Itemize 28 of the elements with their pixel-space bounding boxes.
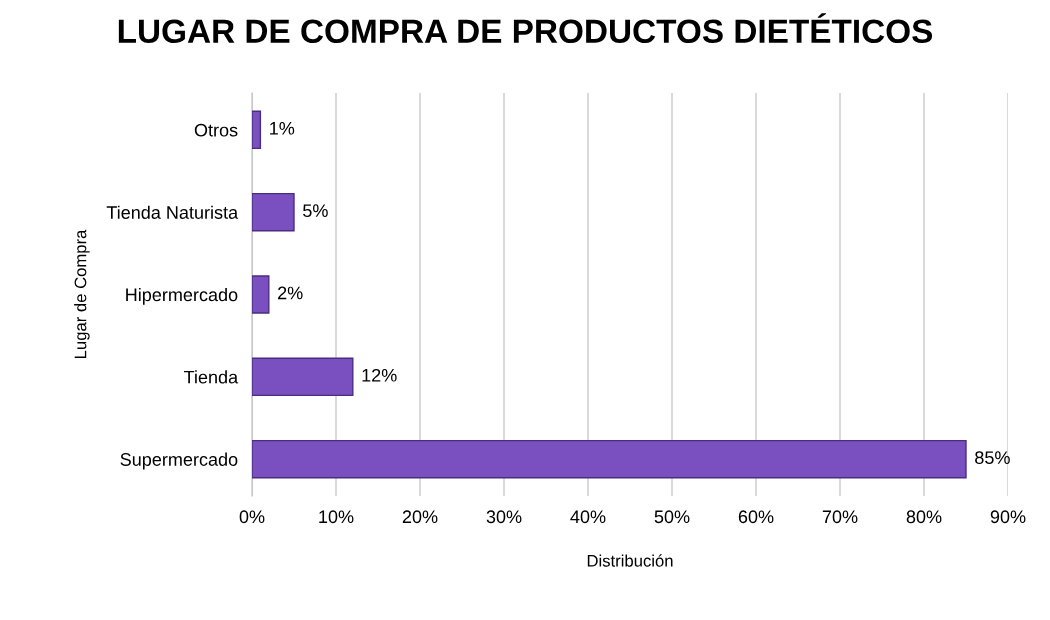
data-label: 12% [362,368,397,382]
data-label: 5% [303,204,328,218]
bar [252,275,270,314]
x-tick-label: 30% [486,510,522,524]
x-tick-label: 90% [990,510,1026,524]
x-tick-label: 0% [239,510,265,524]
bar [252,357,354,397]
data-label: 1% [270,121,295,135]
bar [252,192,295,232]
y-tick-label: Tienda Naturista [106,205,239,219]
y-tick-label: Hipermercado [126,287,238,305]
data-label: 85% [975,451,1010,464]
y-tick-label: Supermercado [120,452,238,470]
y-tick-label: Otros [194,123,238,137]
x-tick-label: 40% [570,510,606,524]
x-tick-label: 80% [906,510,942,524]
x-tick-label: 50% [654,510,690,524]
x-tick-label: 20% [402,510,438,524]
x-tick-label: 10% [319,510,354,524]
x-axis-title: Distribución [587,554,673,567]
data-label: 2% [278,286,303,300]
y-axis-title: Lugar de Compra [74,229,90,358]
y-tick-label: Tienda [183,370,239,384]
x-tick-label: 60% [738,510,774,524]
chart-title: LUGAR DE COMPRA DE PRODUCTOS DIETÉTICOS [118,13,933,44]
bar [252,439,967,479]
bar [252,110,262,150]
x-tick-label: 70% [822,510,858,524]
